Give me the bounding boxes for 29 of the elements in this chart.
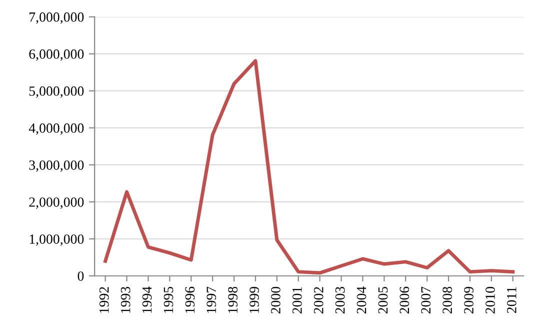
y-tick-label: 4,000,000: [28, 123, 84, 135]
x-tick-label: 2005: [378, 286, 388, 314]
x-tick-label: 2007: [421, 286, 431, 314]
x-tick-label: 2000: [271, 286, 280, 314]
y-tick-label: 2,000,000: [29, 197, 84, 209]
x-tick-label: 2004: [356, 286, 366, 314]
x-tick-label: 1992: [99, 287, 109, 313]
y-tick-label: 6,000,000: [29, 49, 84, 61]
x-tick-label: 1999: [250, 286, 259, 313]
x-tick-label: 2010: [486, 286, 495, 314]
x-tick-label: 2009: [464, 286, 474, 314]
x-tick-label: 2011: [506, 287, 516, 313]
x-tick-label: 2006: [400, 286, 410, 314]
x-tick-label: 1993: [120, 286, 130, 313]
x-tick-label: 2008: [442, 286, 452, 314]
x-tick-label: 2003: [335, 286, 345, 314]
line-series: [104, 59, 515, 275]
x-tick-label: 1998: [228, 286, 238, 313]
y-tick-label: 5,000,000: [29, 86, 84, 98]
y-tick-label: 0: [78, 271, 84, 281]
x-tick-label: 1994: [142, 286, 152, 313]
x-tick-label: 2001: [292, 287, 302, 314]
x-tick-label: 2002: [314, 287, 324, 314]
x-tick-label: 1995: [164, 286, 174, 313]
x-tick-label: 1997: [206, 286, 216, 313]
y-tick-label: 1,000,000: [30, 234, 84, 246]
x-tick-label: 1996: [185, 286, 195, 313]
y-tick-label: 7,000,000: [30, 12, 84, 24]
y-tick-label: 3,000,000: [29, 160, 84, 172]
